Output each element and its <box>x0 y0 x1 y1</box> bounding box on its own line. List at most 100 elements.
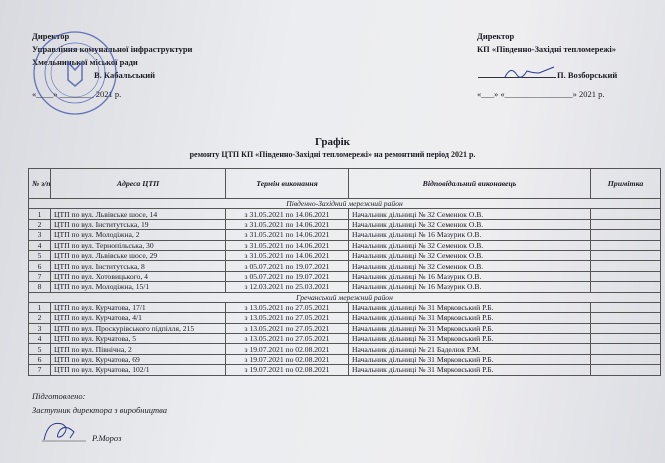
executor-cell: Начальник дільниці № 16 Мазурик О.В. <box>348 229 591 241</box>
column-header: Термін виконання <box>225 168 349 199</box>
note-cell <box>590 343 661 355</box>
address-cell: ЦТП по вул. Північна, 2 <box>50 343 226 355</box>
left-approval-block: Директор Управління комунальної інфрастр… <box>32 30 192 101</box>
note-cell <box>590 353 661 366</box>
term-cell: з 12.03.2021 по 25.03.2021 <box>225 281 349 293</box>
left-approval-org1: Управління комунальної інфраструктури <box>32 44 193 54</box>
address-cell: ЦТП по вул. Курчатова, 4/1 <box>50 312 226 324</box>
row-number: 3 <box>28 322 51 335</box>
column-header: № з/п <box>28 168 51 199</box>
executor-cell: Начальник дільниці № 32 Семенюк О.В. <box>348 218 591 231</box>
note-cell <box>590 249 661 262</box>
term-cell: з 13.05.2021 по 27.05.2021 <box>225 301 349 314</box>
address-cell: ЦТП по вул. Молодіжна, 15/1 <box>50 281 226 293</box>
row-number: 4 <box>28 333 51 345</box>
prepared-signature <box>42 422 86 442</box>
right-approval-block: Директор КП «Південно-Західні тепломереж… <box>477 30 617 101</box>
prepared-label: Підготовлено: <box>32 391 86 401</box>
note-cell <box>590 322 661 335</box>
section-row: Гречанський мережний район <box>28 291 661 303</box>
table-row: 7 ЦТП по вул. Курчатова, 102/1 з 19.07.202… <box>28 364 661 376</box>
right-approval-signer: П. Возборський <box>557 70 618 80</box>
term-cell: з 05.07.2021 по 19.07.2021 <box>225 270 349 283</box>
row-number: 5 <box>28 343 51 355</box>
official-stamp <box>33 31 117 115</box>
address-cell: ЦТП по вул. Інститутська, 19 <box>50 218 226 231</box>
address-cell: ЦТП по вул. Курчатова, 102/1 <box>50 364 226 376</box>
note-cell <box>590 208 661 220</box>
address-cell: ЦТП по вул. Проскурівського підпілля, 21… <box>50 322 226 335</box>
address-cell: ЦТП по вул. Курчатова, 5 <box>50 333 226 345</box>
table-row: 6 ЦТП по вул. Курчатова, 69 з 19.07.2021 п… <box>28 353 661 366</box>
trident-icon <box>67 60 83 87</box>
left-approval-title: Директор <box>32 31 70 41</box>
term-cell: з 31.05.2021 по 14.06.2021 <box>225 208 349 220</box>
row-number: 6 <box>28 353 51 366</box>
term-cell: з 05.07.2021 по 19.07.2021 <box>225 260 349 272</box>
section-header: Південно-Західний мережний район <box>28 197 661 210</box>
executor-cell: Начальник дільниці № 32 Семенюк О.В. <box>348 239 591 251</box>
address-cell: ЦТП по вул. Тернопільська, 30 <box>50 239 226 251</box>
row-number: 2 <box>28 218 51 231</box>
column-header: Адреса ЦТП <box>50 168 226 199</box>
row-number: 7 <box>28 364 51 376</box>
note-cell <box>590 229 661 241</box>
address-cell: ЦТП по вул. Львівське шосе, 14 <box>50 208 226 220</box>
right-approval-date: «___» «________________» 2021 р. <box>477 89 605 99</box>
row-number: 1 <box>28 208 51 220</box>
row-number: 8 <box>28 281 51 293</box>
note-cell <box>590 312 661 324</box>
executor-cell: Начальник дільниці № 32 Семенюк О.В. <box>348 249 591 262</box>
executor-cell: Начальник дільниці № 31 Мярковський Р.Б. <box>348 312 591 324</box>
table-row: 8 ЦТП по вул. Молодіжна, 15/1 з 12.03.2021… <box>28 281 661 293</box>
executor-cell: Начальник дільниці № 31 Мярковський Р.Б. <box>348 364 591 376</box>
left-approval-org2: Хмельницької міської ради <box>32 57 138 67</box>
term-cell: з 19.07.2021 по 02.08.2021 <box>225 353 349 366</box>
column-header: Відповідальний виконавець <box>348 168 591 199</box>
row-number: 6 <box>28 260 51 272</box>
executor-cell: Начальник дільниці № 31 Мярковський Р.Б. <box>348 322 591 335</box>
table-row: 5 ЦТП по вул. Львівське шосе, 29 з 31.05.2… <box>28 249 661 262</box>
executor-cell: Начальник дільниці № 21 Баделюк Р.М. <box>348 343 591 355</box>
table-row: 1 ЦТП по вул. Львівське шосе, 14 з 31.05.2… <box>28 208 661 220</box>
table-row: 1 ЦТП по вул. Курчатова, 17/1 з 13.05.2021… <box>28 301 661 314</box>
note-cell <box>590 364 661 376</box>
prepared-position: Заступник директора з виробництва <box>32 405 167 415</box>
doc-title: Графік <box>315 136 350 148</box>
executor-cell: Начальник дільниці № 32 Семенюк О.В. <box>348 260 591 272</box>
prepared-signer: Р.Мороз <box>92 433 122 443</box>
term-cell: з 31.05.2021 по 14.06.2021 <box>225 239 349 251</box>
right-approval-org: КП «Південно-Західні тепломережі» <box>477 44 617 54</box>
table-row: 4 ЦТП по вул. Тернопільська, 30 з 31.05.20… <box>28 239 661 251</box>
address-cell: ЦТП по вул. Інститутська, 8 <box>50 260 226 272</box>
row-number: 5 <box>28 249 51 262</box>
table-row: 2 ЦТП по вул. Курчатова, 4/1 з 13.05.2021 … <box>28 312 661 324</box>
note-cell <box>590 281 661 293</box>
term-cell: з 31.05.2021 по 14.06.2021 <box>225 218 349 231</box>
director-signature <box>504 66 555 78</box>
section-row: Південно-Західний мережний район <box>28 197 661 210</box>
row-number: 1 <box>28 301 51 314</box>
left-approval-date: «____» ________ 2021 р. <box>32 89 122 99</box>
executor-cell: Начальник дільниці № 16 Мазурик О.В. <box>348 270 591 283</box>
address-cell: ЦТП по вул. Молодіжна, 2 <box>50 229 226 241</box>
term-cell: з 31.05.2021 по 14.06.2021 <box>225 249 349 262</box>
term-cell: з 19.07.2021 по 02.08.2021 <box>225 343 349 355</box>
term-cell: з 19.07.2021 по 02.08.2021 <box>225 364 349 376</box>
repair-schedule-table: № з/п Адреса ЦТП Термін виконання Відповіда… <box>28 168 661 376</box>
row-number: 2 <box>28 312 51 324</box>
row-number: 3 <box>28 229 51 241</box>
executor-cell: Начальник дільниці № 16 Мазурик О.В. <box>348 281 591 293</box>
term-cell: з 13.05.2021 по 27.05.2021 <box>225 333 349 345</box>
address-cell: ЦТП по вул. Хотовицького, 4 <box>50 270 226 283</box>
executor-cell: Начальник дільниці № 31 Мярковський Р.Б. <box>348 333 591 345</box>
term-cell: з 31.05.2021 по 14.06.2021 <box>225 229 349 241</box>
section-header: Гречанський мережний район <box>28 291 661 303</box>
executor-cell: Начальник дільниці № 31 Мярковський Р.Б. <box>348 353 591 366</box>
address-cell: ЦТП по вул. Курчатова, 17/1 <box>50 301 226 314</box>
note-cell <box>590 333 661 345</box>
note-cell <box>590 260 661 272</box>
